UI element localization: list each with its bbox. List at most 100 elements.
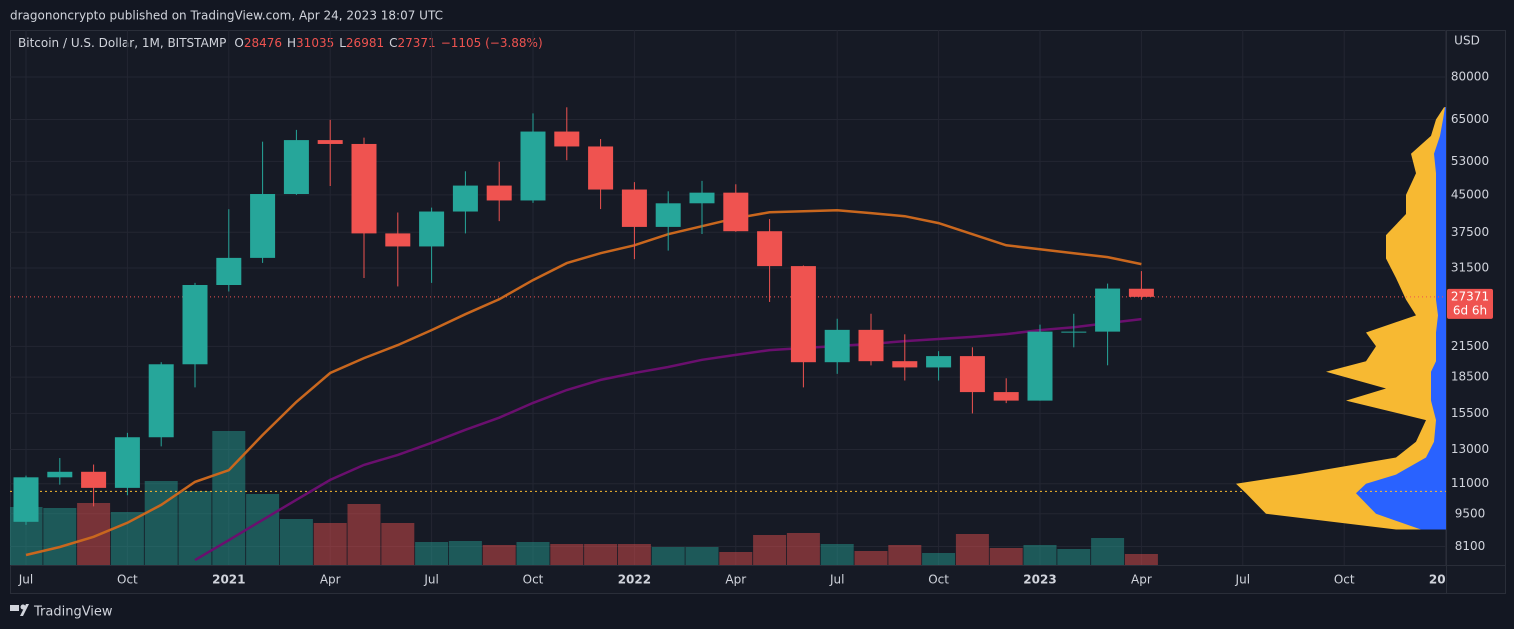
symbol-title: Bitcoin / U.S. Dollar, 1M, BITSTAMP <box>18 36 226 50</box>
x-tick-label: Apr <box>320 573 341 587</box>
candle-body <box>250 194 276 258</box>
volume-bar <box>550 544 584 565</box>
volume-bar <box>144 481 178 565</box>
x-tick-label: Apr <box>1131 573 1152 587</box>
candle-body <box>858 329 884 362</box>
candle-body <box>114 437 140 488</box>
volume-bar <box>617 544 651 565</box>
volume-bar <box>110 512 144 565</box>
y-tick-label: 21500 <box>1451 339 1489 353</box>
candle-body <box>757 231 783 267</box>
ohlc-value: 31035 <box>296 36 334 50</box>
volume-bar <box>313 523 347 565</box>
volume-bar <box>1091 538 1125 565</box>
x-tick-label: Oct <box>1334 573 1355 587</box>
candle-body <box>723 192 749 232</box>
candle-body <box>588 146 614 190</box>
candle-body <box>13 477 39 522</box>
candle-body <box>317 140 343 144</box>
y-tick-label: 45000 <box>1451 187 1489 201</box>
candle-body <box>419 211 445 247</box>
x-tick-label: Oct <box>117 573 138 587</box>
volume-bar <box>989 548 1023 565</box>
x-tick-label: 2024 <box>1429 573 1462 587</box>
ohlc-value: 26981 <box>346 36 384 50</box>
y-tick-label: 31500 <box>1451 261 1489 275</box>
volume-bar <box>516 542 550 565</box>
volume-bar <box>651 547 685 565</box>
x-tick-label: 2021 <box>212 573 245 587</box>
candle-body <box>47 471 73 478</box>
moving-average-line <box>194 317 1142 562</box>
volume-bar <box>888 545 922 565</box>
candle-body <box>689 192 715 204</box>
candle-body <box>216 257 242 285</box>
volume-bar <box>584 544 618 565</box>
y-tick-label: 9500 <box>1455 506 1486 520</box>
candle-body <box>1095 288 1121 332</box>
x-tick-label: Oct <box>928 573 949 587</box>
x-tick-label: 2023 <box>1023 573 1056 587</box>
x-tick-label: Jul <box>829 573 844 587</box>
volume-bar <box>753 535 787 565</box>
x-tick-label: Jul <box>1235 573 1250 587</box>
candle-body <box>486 185 512 201</box>
volume-bar <box>922 553 956 565</box>
candle-body <box>1128 288 1154 297</box>
volume-bar <box>347 504 381 565</box>
legend-text: Bitcoin / U.S. Dollar, 1M, BITSTAMP O2847… <box>18 36 543 50</box>
volume-bar <box>955 534 989 565</box>
candle-body <box>1061 331 1087 333</box>
y-tick-label: 13000 <box>1451 442 1489 456</box>
x-tick-label: Oct <box>523 573 544 587</box>
ohlc-letter: H <box>287 36 296 50</box>
candle-body <box>554 131 580 147</box>
candle-body <box>520 131 546 201</box>
x-tick-label: Apr <box>725 573 746 587</box>
legend: Bitcoin / U.S. Dollar, 1M, BITSTAMP O2847… <box>18 36 543 50</box>
volume-bar <box>854 551 888 565</box>
y-tick-label: 37500 <box>1451 225 1489 239</box>
volume-bar <box>820 544 854 565</box>
candle-body <box>824 329 850 363</box>
candle-body <box>621 189 647 227</box>
candle-body <box>926 356 952 368</box>
volume-bar <box>43 508 77 565</box>
ohlc-value: 28476 <box>244 36 282 50</box>
volume-bar <box>482 545 516 565</box>
y-tick-label: 65000 <box>1451 112 1489 126</box>
candle-body <box>892 361 918 368</box>
candle-body <box>182 284 208 365</box>
candle-body <box>351 143 377 234</box>
x-tick-label: Jul <box>423 573 438 587</box>
candle-body <box>81 471 107 488</box>
volume-bar <box>381 523 415 565</box>
candle-body <box>959 356 985 393</box>
currency-label: USD <box>1454 34 1480 48</box>
countdown-label: 6d 6h <box>1453 303 1487 317</box>
time-axis: Jul Oct 2021 Apr Jul Oct 2022 Apr Jul Oct 2023 Apr J… <box>18 573 1462 587</box>
x-tick-label: Jul <box>18 573 33 587</box>
y-tick-label: 11000 <box>1451 476 1489 490</box>
ohlc-letter: O <box>234 36 243 50</box>
candle-body <box>452 185 478 212</box>
footer-brand: TradingView <box>33 605 113 620</box>
volume-bar <box>448 541 482 565</box>
volume-bar <box>1023 545 1057 565</box>
publisher-header: dragononcrypto published on TradingView.… <box>10 9 443 23</box>
candle-body <box>1027 331 1053 401</box>
volume-bar <box>246 494 280 565</box>
y-tick-label: 15500 <box>1451 406 1489 420</box>
volume-bar <box>77 503 111 565</box>
ohlc-letter: C <box>389 36 397 50</box>
y-tick-label: 80000 <box>1451 69 1489 83</box>
volume-bar <box>719 552 753 565</box>
volume-bar <box>685 547 719 565</box>
volume-bar <box>1124 554 1158 565</box>
x-tick-label: 2022 <box>618 573 651 587</box>
tradingview-logo <box>10 604 29 616</box>
volume-profile-up <box>1356 107 1446 530</box>
candle-body <box>655 203 681 227</box>
ohlc-letter: L <box>339 36 346 50</box>
